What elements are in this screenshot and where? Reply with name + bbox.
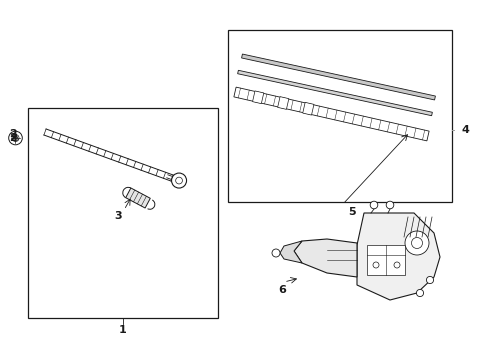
Polygon shape — [241, 54, 434, 100]
Polygon shape — [293, 239, 356, 277]
Circle shape — [404, 231, 428, 255]
Polygon shape — [302, 102, 313, 115]
Circle shape — [171, 173, 186, 188]
Circle shape — [12, 135, 19, 141]
Text: 2: 2 — [9, 133, 17, 143]
Circle shape — [393, 262, 399, 268]
Circle shape — [271, 249, 280, 257]
Circle shape — [9, 131, 22, 145]
Circle shape — [411, 238, 422, 248]
Polygon shape — [233, 87, 428, 141]
Circle shape — [372, 262, 378, 268]
Text: 6: 6 — [278, 285, 285, 295]
Circle shape — [386, 201, 393, 209]
Polygon shape — [277, 96, 288, 109]
Circle shape — [416, 289, 423, 297]
Bar — [227, 30, 451, 202]
Circle shape — [369, 201, 377, 209]
Circle shape — [175, 177, 182, 184]
Polygon shape — [125, 188, 150, 208]
Polygon shape — [252, 91, 263, 104]
Polygon shape — [237, 70, 431, 116]
Text: 5: 5 — [347, 207, 355, 217]
Text: 2: 2 — [9, 129, 17, 139]
Text: 1: 1 — [119, 325, 126, 335]
Text: 4: 4 — [461, 125, 469, 135]
Circle shape — [426, 276, 433, 284]
Polygon shape — [280, 241, 302, 263]
Bar — [366, 245, 404, 275]
Bar — [28, 108, 218, 318]
Text: 3: 3 — [114, 211, 122, 221]
Polygon shape — [356, 213, 439, 300]
